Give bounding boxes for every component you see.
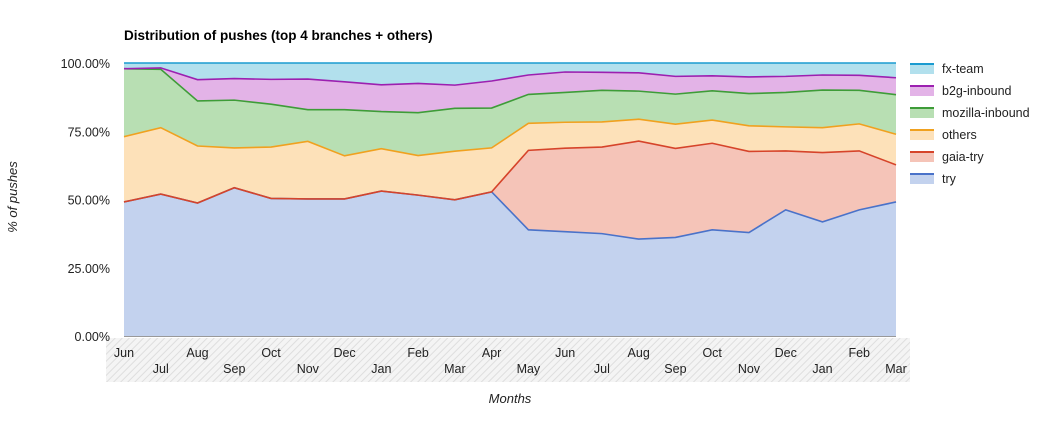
y-tick-label: 75.00% [68, 125, 110, 139]
legend-swatch-b2g-inbound [910, 86, 934, 96]
x-tick-label: Jun [555, 346, 575, 360]
x-tick-label: Aug [628, 346, 650, 360]
y-tick-label: 25.00% [68, 262, 110, 276]
y-axis-label: % of pushes [5, 161, 20, 233]
x-tick-label: Aug [186, 346, 208, 360]
chart-title: Distribution of pushes (top 4 branches +… [124, 28, 433, 43]
x-tick-label: Oct [702, 346, 722, 360]
legend-label-others: others [942, 128, 977, 142]
series-lines [123, 62, 897, 240]
legend-swatch-others [910, 130, 934, 140]
x-tick-label: Nov [297, 362, 320, 376]
line-others [123, 118, 897, 157]
x-tick-label: Jul [594, 362, 610, 376]
x-tick-label: Jan [812, 362, 832, 376]
legend-label-gaia-try: gaia-try [942, 150, 984, 164]
legend-label-mozilla-inbound: mozilla-inbound [942, 106, 1030, 120]
area-others [124, 119, 896, 204]
area-series [124, 63, 896, 336]
x-axis-label: Months [489, 391, 532, 406]
line-mozilla-inbound [123, 67, 897, 114]
x-tick-label: Mar [885, 362, 907, 376]
x-tick-label: Nov [738, 362, 761, 376]
area-mozilla-inbound [124, 68, 896, 156]
legend-swatch-gaia-try [910, 152, 934, 162]
x-tick-label: Dec [333, 346, 355, 360]
y-tick-label: 50.00% [68, 194, 110, 208]
y-tick-labels: 0.00% 25.00% 50.00% 75.00% 100.00% [61, 57, 110, 344]
legend-swatch-mozilla-inbound [910, 108, 934, 118]
line-b2g-inbound [123, 67, 897, 86]
x-tick-label: Sep [223, 362, 245, 376]
x-tick-label: Feb [407, 346, 429, 360]
x-tick-label: Jan [371, 362, 391, 376]
y-tick-label: 0.00% [75, 330, 110, 344]
legend-label-fx-team: fx-team [942, 62, 984, 76]
x-tick-label: Jul [153, 362, 169, 376]
legend: fx-team b2g-inbound mozilla-inbound others g… [910, 62, 1030, 186]
x-tick-label: Sep [664, 362, 686, 376]
legend-swatch-try [910, 174, 934, 184]
x-axis-band [106, 338, 910, 382]
legend-label-try: try [942, 172, 957, 186]
x-tick-labels: Jun Jul Aug Sep Oct Nov Dec Jan Feb Mar Apr May Jun J… [114, 346, 907, 376]
x-tick-label: Jun [114, 346, 134, 360]
x-tick-label: Feb [848, 346, 870, 360]
x-tick-label: Dec [775, 346, 797, 360]
x-tick-label: Mar [444, 362, 466, 376]
y-tick-label: 100.00% [61, 57, 110, 71]
area-b2g-inbound [124, 67, 896, 113]
legend-swatch-fx-team [910, 64, 934, 74]
area-gaia-try [124, 141, 896, 240]
x-tick-label: May [517, 362, 541, 376]
area-try [124, 187, 896, 336]
x-tick-label: Oct [261, 346, 281, 360]
legend-label-b2g-inbound: b2g-inbound [942, 84, 1012, 98]
line-gaia-try [123, 140, 897, 204]
x-tick-label: Apr [482, 346, 501, 360]
